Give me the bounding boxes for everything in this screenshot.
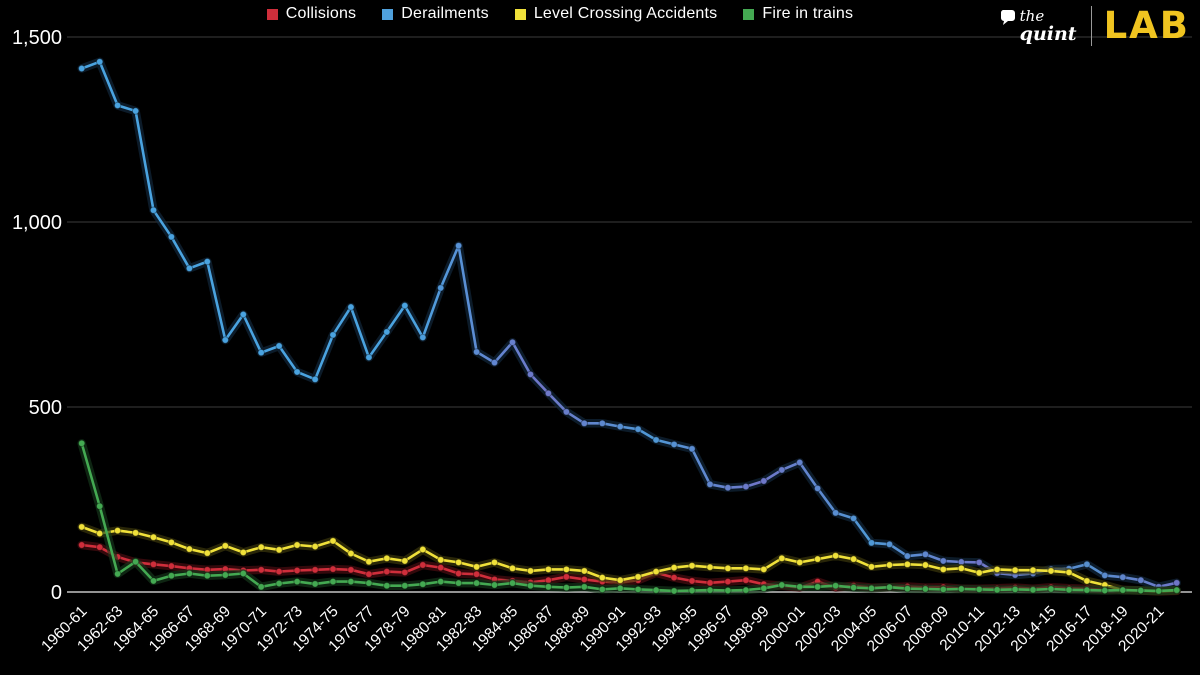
collisions-swatch-icon	[266, 8, 278, 20]
quint-quint: quint	[1019, 22, 1077, 45]
series-fire-in-trains	[77, 439, 1181, 596]
quint-text: the quint	[1019, 6, 1077, 45]
svg-text:0: 0	[51, 582, 62, 604]
speech-bubble-icon	[1000, 9, 1015, 25]
legend-label-derailments: Derailments	[401, 5, 489, 22]
the-quint-wordmark: the quint	[1000, 6, 1077, 45]
svg-text:1,500: 1,500	[12, 27, 62, 49]
lab-wordmark: LAB	[1103, 4, 1190, 47]
level-crossing-swatch-icon	[514, 8, 526, 20]
derailments-swatch-icon	[382, 8, 394, 20]
legend-item-derailments: Derailments	[382, 5, 489, 23]
svg-text:1,000: 1,000	[12, 212, 62, 234]
legend-item-level-crossing: Level Crossing Accidents	[514, 5, 718, 23]
legend-label-collisions: Collisions	[285, 5, 357, 22]
legend-item-fire: Fire in trains	[743, 5, 853, 23]
chart-legend: Collisions Derailments Level Crossing Ac…	[60, 2, 1060, 26]
fire-swatch-icon	[743, 8, 755, 20]
quint-lab-logo: the quint LAB	[1000, 4, 1190, 48]
quint-the: the	[1019, 6, 1045, 25]
legend-label-fire: Fire in trains	[762, 5, 854, 22]
legend-item-collisions: Collisions	[266, 5, 357, 23]
logo-divider	[1090, 6, 1092, 46]
legend-label-level-crossing: Level Crossing Accidents	[533, 5, 718, 22]
svg-text:500: 500	[29, 397, 62, 419]
